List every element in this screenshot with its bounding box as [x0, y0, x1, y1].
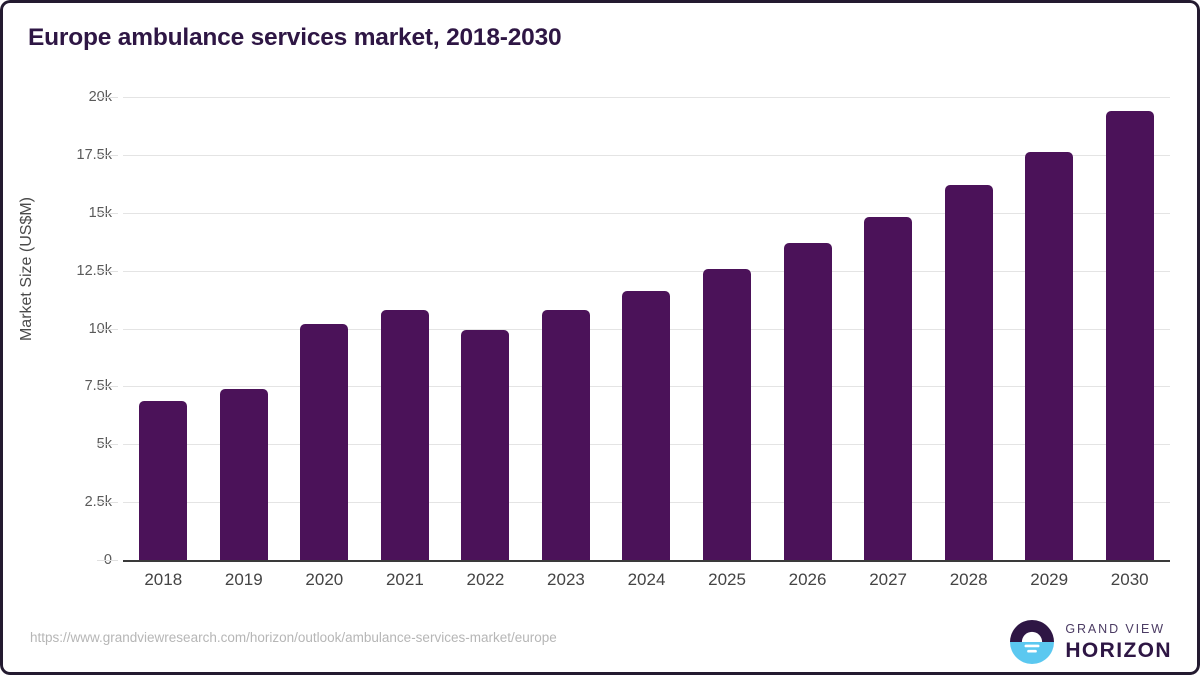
x-axis-tick-label: 2021: [385, 570, 424, 589]
bar-slot[interactable]: [606, 97, 687, 560]
brand-line-1: GRAND VIEW: [1065, 622, 1165, 637]
bar[interactable]: [300, 323, 349, 560]
x-axis-tick-label: 2023: [547, 570, 585, 589]
x-axis-tick-label: 2026: [788, 570, 827, 589]
y-axis-tick-label: 17.5k: [76, 146, 112, 163]
x-axis-tick-label: 2019: [224, 570, 263, 589]
bar[interactable]: [783, 243, 832, 560]
y-axis-tickmark: [97, 386, 118, 388]
bar-slot[interactable]: [365, 97, 446, 560]
horizon-sun-circle-icon: [1010, 620, 1055, 664]
y-axis-tickmark: [97, 212, 118, 214]
bar-slot[interactable]: [445, 97, 526, 560]
x-axis-tick-labels: 2018 2019 2020 2021 2022 2023 2024 2025 2026 2027…: [123, 570, 1170, 598]
bar[interactable]: [139, 400, 188, 560]
x-axis-tick-label: 2024: [627, 570, 666, 589]
bar-slot[interactable]: [687, 97, 768, 560]
y-axis-tickmark: [97, 444, 118, 446]
x-axis-tick-label: 2025: [708, 570, 746, 589]
bar-slot[interactable]: [284, 97, 365, 560]
brand-line-2: HORIZON: [1065, 638, 1172, 662]
plot-area: [123, 97, 1170, 560]
x-axis-tick-label: 2028: [949, 570, 988, 589]
bar-slot[interactable]: [1089, 97, 1170, 560]
source-url[interactable]: https://www.grandviewresearch.com/horizo…: [30, 630, 557, 645]
bar-slot[interactable]: [848, 97, 929, 560]
x-axis-tick-label: 2030: [1110, 570, 1149, 589]
x-axis-line: [123, 560, 1170, 562]
y-axis-tickmark: [97, 560, 118, 561]
x-axis-tick-label: 2029: [1030, 570, 1069, 589]
brand-logo: GRAND VIEW HORIZON: [1010, 620, 1172, 664]
bar[interactable]: [703, 269, 752, 560]
y-axis-tickmark: [97, 502, 118, 504]
y-axis-tick-label: 12.5k: [76, 262, 112, 279]
bar[interactable]: [622, 290, 671, 560]
bar[interactable]: [461, 330, 510, 560]
gridline: [123, 97, 1170, 98]
gridline: [123, 212, 1170, 214]
bar-slot[interactable]: [526, 97, 607, 560]
bar[interactable]: [541, 310, 590, 560]
bar[interactable]: [864, 216, 913, 560]
bar-slot[interactable]: [204, 97, 285, 560]
x-axis-tick-label: 2018: [144, 570, 183, 589]
x-axis-tick-label: 2027: [869, 570, 908, 589]
bar-slot[interactable]: [1009, 97, 1090, 560]
bar[interactable]: [1105, 110, 1154, 560]
y-axis-tickmark: [97, 328, 118, 330]
bar[interactable]: [380, 309, 429, 560]
x-axis-tick-label: 2022: [466, 570, 505, 589]
bar[interactable]: [944, 185, 993, 560]
y-axis-tickmark: [97, 154, 118, 156]
bar[interactable]: [1025, 151, 1074, 560]
bar-slot[interactable]: [123, 97, 204, 560]
bar-slot[interactable]: [928, 97, 1009, 560]
bar-slot[interactable]: [767, 97, 848, 560]
gridline: [123, 154, 1170, 156]
brand-wordmark: GRAND VIEW HORIZON: [1065, 623, 1172, 661]
gridline: [123, 270, 1170, 272]
y-axis-title: Market Size (US$M): [18, 196, 35, 342]
x-axis-tick-label: 2020: [305, 570, 344, 589]
page-title: Europe ambulance services market, 2018-2…: [28, 24, 562, 51]
y-axis-tickmark: [97, 97, 118, 98]
y-axis-tickmark: [97, 270, 118, 272]
bar[interactable]: [219, 389, 268, 560]
